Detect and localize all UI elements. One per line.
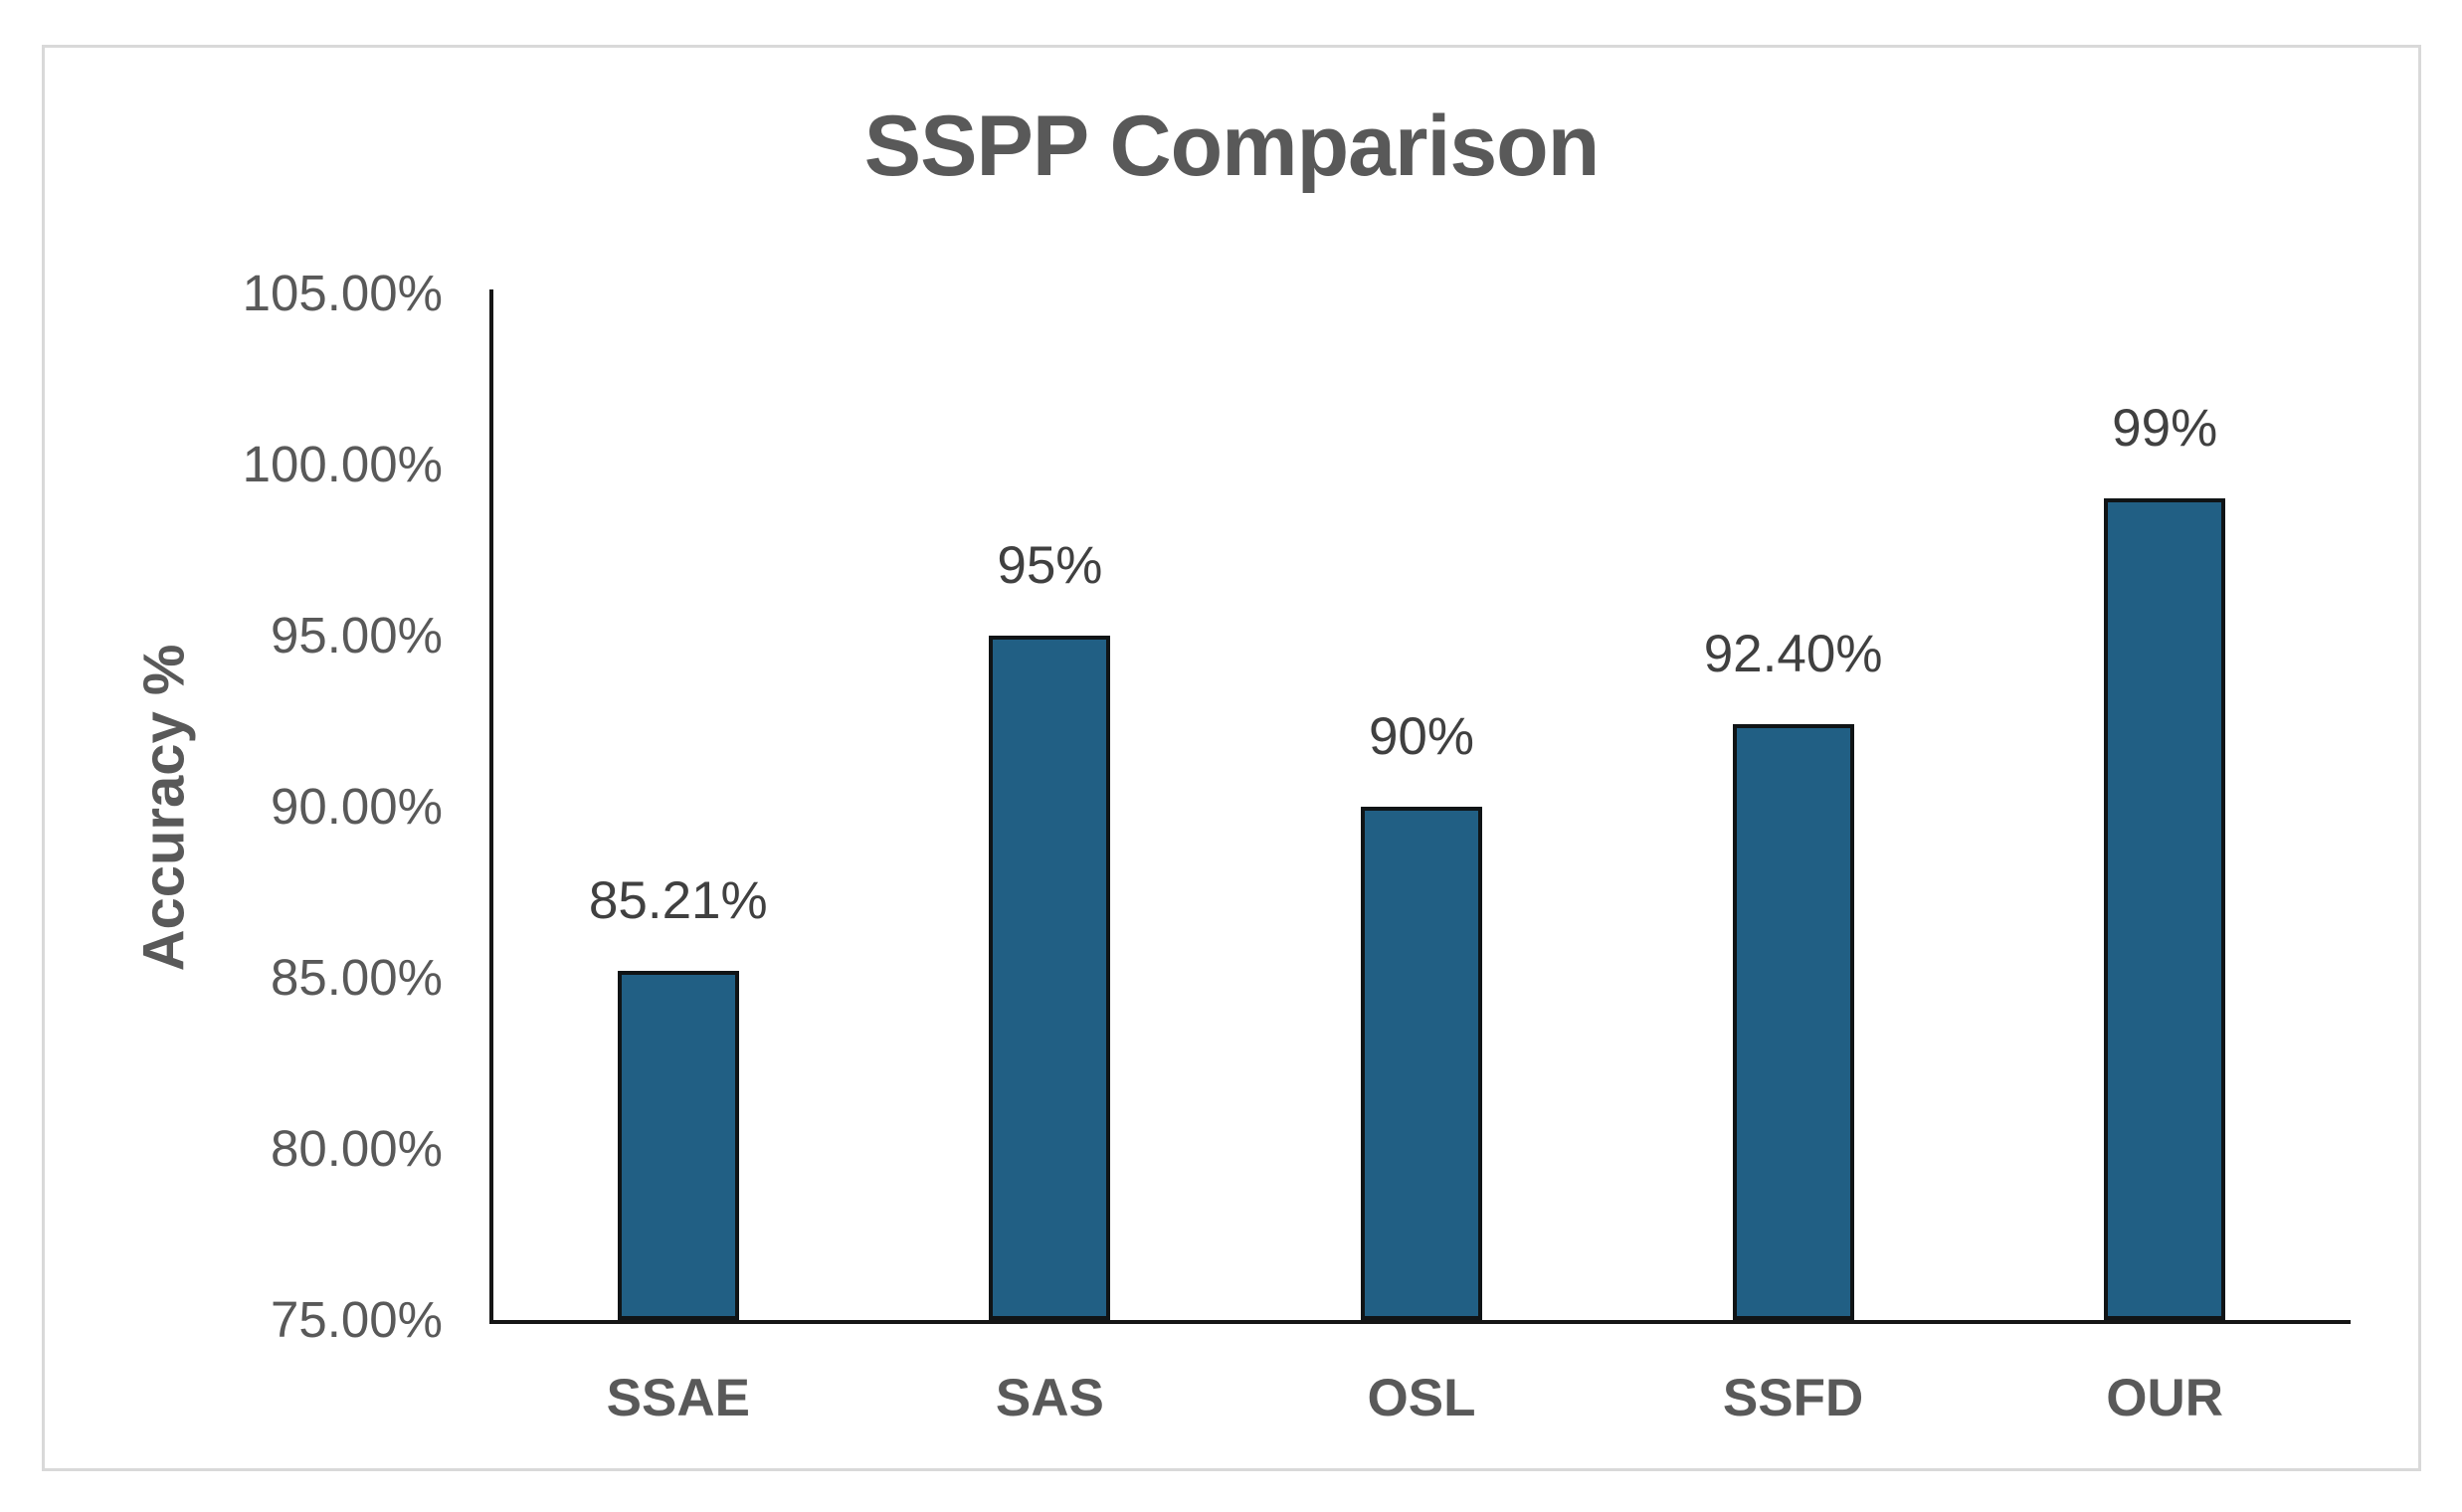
bar-ssfd [1732, 724, 1854, 1320]
y-tick-label: 100.00% [242, 436, 443, 492]
y-tick-label: 85.00% [271, 949, 443, 1006]
x-category-label: SAS [995, 1369, 1104, 1427]
x-category-label: OSL [1367, 1369, 1476, 1427]
y-tick-label: 90.00% [271, 778, 443, 835]
bar-ssae [617, 970, 739, 1320]
y-tick-label: 105.00% [242, 265, 443, 321]
x-category-label: SSAE [606, 1369, 750, 1427]
x-category-label: OUR [2106, 1369, 2224, 1427]
chart-frame [42, 45, 2421, 1471]
bar-value-label: 92.40% [1703, 625, 1883, 684]
x-category-label: SSFD [1722, 1369, 1864, 1427]
bar-our [2104, 498, 2226, 1320]
bar-sas [989, 636, 1111, 1320]
bar-value-label: 90% [1368, 707, 1475, 766]
chart-title: SSPP Comparison [863, 98, 1601, 194]
y-axis-line [489, 289, 493, 1324]
bar-osl [1361, 807, 1482, 1320]
bar-value-label: 99% [2112, 399, 2218, 459]
bar-value-label: 95% [997, 536, 1103, 595]
bar-value-label: 85.21% [588, 870, 768, 930]
y-tick-label: 80.00% [271, 1120, 443, 1177]
y-tick-label: 95.00% [271, 607, 443, 663]
y-tick-label: 75.00% [271, 1291, 443, 1348]
x-axis-line [489, 1320, 2351, 1324]
